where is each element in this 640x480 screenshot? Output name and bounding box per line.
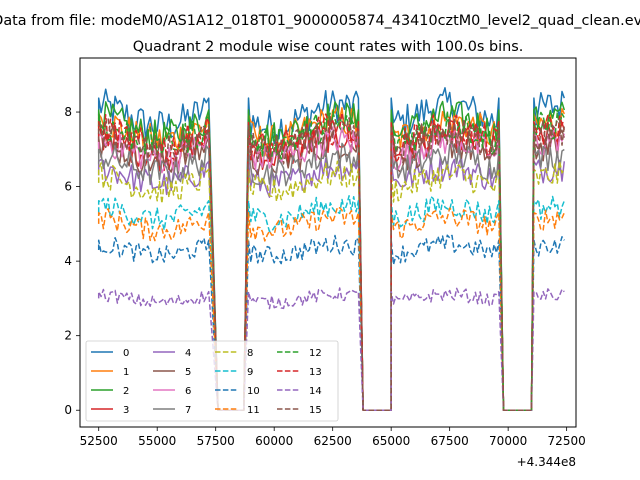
legend-label-4: 4: [185, 348, 191, 359]
x-tick-label: 62500: [314, 434, 352, 448]
figure-suptitle: Data from file: modeM0/AS1A12_018T01_900…: [0, 13, 640, 29]
x-tick-label: 72500: [548, 434, 586, 448]
plot-series-layer: [97, 87, 566, 411]
series-line-13: [97, 112, 565, 411]
series-line-0: [97, 87, 566, 411]
x-tick-label: 67500: [431, 434, 469, 448]
x-tick-label: 60000: [255, 434, 293, 448]
x-offset-label: +4.344e8: [517, 455, 576, 469]
chart-title: Quadrant 2 module wise count rates with …: [133, 39, 524, 55]
legend-label-10: 10: [247, 386, 260, 397]
x-tick-label: 52500: [80, 434, 118, 448]
x-axis-ticks: 52500 55000 57500 60000 62500 65000 67500 70000…: [80, 427, 586, 448]
legend-label-0: 0: [123, 348, 129, 359]
y-tick-label: 4: [64, 254, 72, 268]
y-axis-ticks: 0 2 4 6 8: [64, 105, 80, 417]
series-line-1: [97, 104, 565, 411]
series-line-15: [97, 116, 566, 411]
legend-label-1: 1: [123, 367, 129, 378]
legend-label-12: 12: [309, 348, 322, 359]
series-line-9: [97, 195, 565, 411]
x-tick-label: 55000: [138, 434, 176, 448]
legend-label-8: 8: [247, 348, 253, 359]
series-line-10: [97, 234, 565, 411]
y-tick-label: 6: [64, 180, 72, 194]
series-line-4: [97, 156, 566, 411]
legend-box: [85, 340, 339, 422]
y-tick-label: 2: [64, 329, 72, 343]
legend-label-6: 6: [185, 386, 191, 397]
y-tick-label: 0: [64, 403, 72, 417]
legend-label-2: 2: [123, 386, 129, 397]
y-tick-label: 8: [64, 105, 72, 119]
legend-label-5: 5: [185, 367, 191, 378]
legend-label-11: 11: [247, 405, 260, 416]
x-tick-label: 57500: [197, 434, 235, 448]
legend-label-15: 15: [309, 405, 322, 416]
legend-label-9: 9: [247, 367, 253, 378]
series-line-8: [97, 160, 565, 411]
x-tick-label: 65000: [372, 434, 410, 448]
x-tick-label: 70000: [489, 434, 527, 448]
legend-label-14: 14: [309, 386, 322, 397]
legend-label-13: 13: [309, 367, 322, 378]
series-line-7: [97, 142, 565, 411]
legend-label-3: 3: [123, 405, 129, 416]
axes-frame: [79, 57, 577, 428]
legend-label-7: 7: [185, 405, 191, 416]
series-line-11: [97, 206, 565, 411]
series-line-14: [97, 287, 565, 411]
